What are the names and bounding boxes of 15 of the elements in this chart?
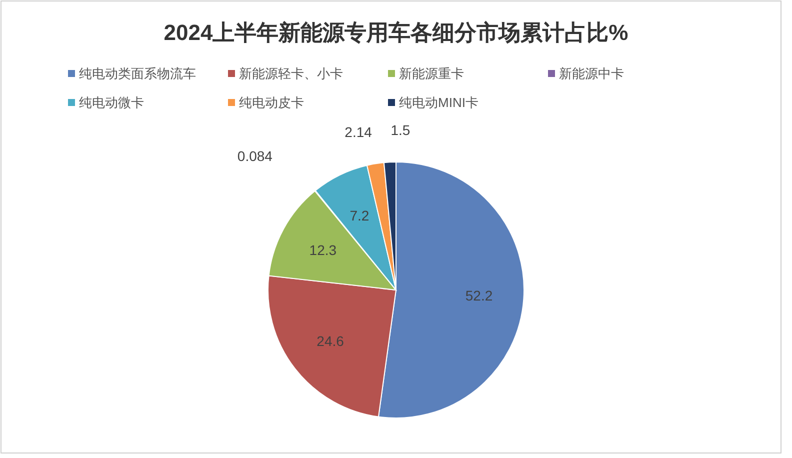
legend-label: 纯电动类面系物流车 [79,66,196,81]
legend-label: 纯电动MINI卡 [399,95,478,110]
data-label: 0.084 [237,148,273,164]
data-label: 52.2 [465,288,493,304]
data-label: 2.14 [344,124,372,140]
data-label: 12.3 [309,242,337,258]
data-label: 7.2 [350,207,370,224]
legend-label: 新能源中卡 [559,66,624,81]
data-label: 24.6 [316,333,344,350]
legend-label: 新能源轻卡、小卡 [239,66,343,81]
legend-label: 纯电动皮卡 [239,95,304,110]
legend-label: 纯电动微卡 [79,95,144,110]
legend-label: 新能源重卡 [399,66,464,81]
data-label: 1.5 [390,122,410,138]
chart-title: 2024上半年新能源专用车各细分市场累计占比% [164,20,628,45]
